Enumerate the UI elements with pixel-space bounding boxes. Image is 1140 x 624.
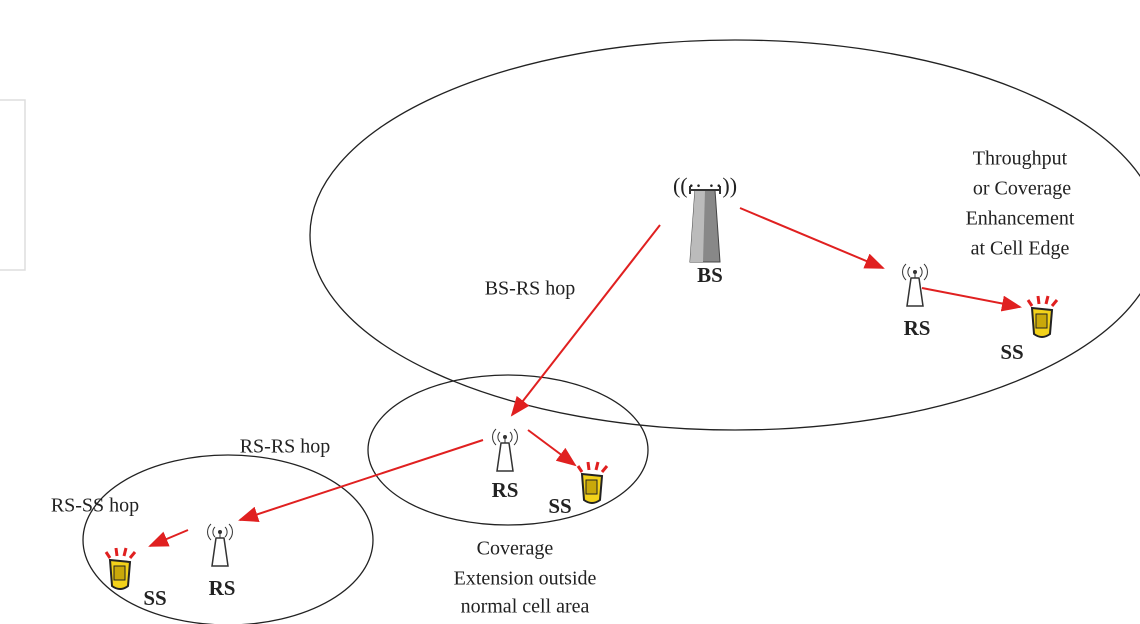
relay-cell	[367, 374, 649, 526]
link-label: RS-SS hop	[51, 495, 139, 517]
frame-edge	[0, 99, 26, 271]
link-arrow	[739, 207, 885, 269]
svg-text:((·· ··)): ((·· ··))	[673, 173, 737, 198]
node-label: SS	[1000, 340, 1023, 364]
bs-tower: ((·· ··))	[673, 173, 737, 263]
node-label: BS	[697, 263, 723, 287]
node-label: RS	[904, 316, 931, 340]
link-arrow	[238, 439, 484, 522]
annotation-line: Coverage	[477, 538, 554, 560]
main-cell	[309, 39, 1140, 431]
link-arrow	[921, 287, 1022, 312]
link-arrow	[510, 224, 661, 417]
link-arrow	[148, 529, 189, 547]
node-label: RS	[492, 478, 519, 502]
rs-icon	[206, 523, 234, 567]
ss-icon	[1026, 294, 1059, 339]
annotation-line: Extension outside	[454, 568, 597, 590]
annotation-line: Throughput	[973, 148, 1068, 170]
annotation-line: normal cell area	[461, 596, 590, 618]
link-arrow	[527, 429, 577, 467]
annotation-line: at Cell Edge	[971, 238, 1070, 260]
link-label: BS-RS hop	[485, 278, 576, 300]
link-label: RS-RS hop	[240, 436, 331, 458]
node-label: SS	[143, 586, 166, 610]
annotation-line: Enhancement	[966, 208, 1075, 230]
rs-icon	[901, 263, 929, 307]
annotation-line: or Coverage	[973, 178, 1071, 200]
ss-icon	[576, 460, 609, 505]
node-label: RS	[209, 576, 236, 600]
rs-icon	[491, 428, 519, 472]
relay-cell	[82, 454, 374, 624]
ss-icon	[104, 546, 137, 591]
node-label: SS	[548, 494, 571, 518]
